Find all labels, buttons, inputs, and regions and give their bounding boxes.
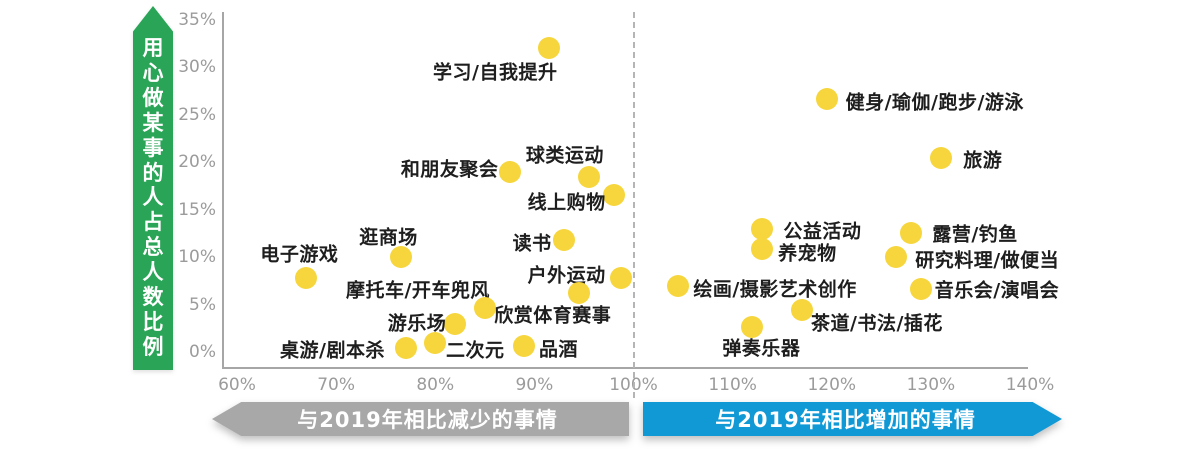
y-axis-title-char: 比 [142, 309, 164, 334]
y-axis-title-char: 例 [142, 334, 164, 359]
data-point-dot [538, 37, 561, 60]
data-point-label: 研究料理/做便当 [915, 249, 1060, 272]
data-point-dot [473, 297, 496, 320]
data-point-label: 旅游 [963, 149, 1003, 172]
data-point-label: 学习/自我提升 [433, 61, 558, 84]
data-point-dot [609, 267, 632, 289]
data-point-dot [424, 331, 447, 354]
data-point-label: 公益活动 [783, 220, 862, 243]
data-point-label: 欣赏体育赛事 [494, 304, 612, 327]
data-point-dot [567, 282, 590, 305]
y-axis-title-char: 占 [142, 210, 164, 235]
data-point-dot [885, 246, 908, 269]
data-point-label: 桌游/剧本杀 [280, 339, 385, 362]
y-axis-title-char: 人 [142, 260, 164, 285]
x-tick-label: 140% [1005, 375, 1055, 395]
y-axis-title-char: 人 [142, 185, 164, 210]
x-tick-label: 120% [807, 375, 857, 395]
data-point-label: 绘画/摄影艺术创作 [693, 278, 857, 301]
data-point-dot [444, 312, 467, 335]
data-point-label: 音乐会/演唱会 [934, 279, 1060, 302]
data-point-dot [900, 222, 923, 245]
x-tick-label: 90% [515, 375, 554, 395]
banner-decreased-label: 与2019年相比减少的事情 [297, 408, 558, 432]
data-point-label: 球类运动 [525, 144, 604, 166]
data-point-label: 品酒 [538, 338, 578, 361]
banner-increased-shape: 与2019年相比增加的事情 [643, 402, 1062, 436]
data-point-label: 健身/瑜伽/跑步/游泳 [845, 91, 1024, 114]
y-axis-title-char: 事 [142, 135, 164, 160]
banner-increased-label: 与2019年相比增加的事情 [715, 408, 976, 432]
data-point-label: 露营/钓鱼 [932, 223, 1018, 246]
y-axis-title: 用心做某事的人占总人数比例 [133, 6, 173, 370]
x-axis-line [222, 367, 1028, 369]
data-point-dot [602, 184, 625, 207]
y-tick-label: 35% [178, 10, 216, 30]
data-point-dot [389, 246, 412, 269]
data-point-dot [741, 316, 764, 339]
data-point-label: 逛商场 [359, 226, 418, 249]
data-point-dot [929, 146, 952, 169]
y-axis-line [222, 12, 224, 368]
data-point-label: 线上购物 [527, 191, 606, 214]
x-tick-label: 130% [906, 375, 956, 395]
data-point-dot [513, 335, 536, 358]
data-point-label: 摩托车/开车兜风 [345, 279, 490, 302]
data-point-label: 养宠物 [778, 242, 837, 265]
data-point-label: 弹奏乐器 [722, 337, 801, 360]
data-point-label: 和朋友聚会 [400, 158, 499, 181]
y-tick-label: 10% [178, 247, 216, 268]
data-point-dot [295, 267, 318, 289]
y-axis-title-char: 做 [142, 85, 164, 110]
banner-decreased-shape: 与2019年相比减少的事情 [212, 402, 629, 436]
y-axis-title-char: 用 [142, 36, 164, 60]
y-axis-title-char: 总 [142, 235, 164, 260]
data-point-label: 二次元 [445, 339, 505, 361]
banner-increased: 与2019年相比增加的事情 [643, 402, 1062, 436]
data-point-dot [498, 160, 521, 183]
data-point-dot [577, 165, 600, 188]
y-tick-label: 0% [189, 342, 216, 362]
y-tick-label: 25% [178, 104, 216, 125]
data-point-dot [667, 274, 690, 297]
data-point-dot [815, 87, 838, 110]
data-point-dot [791, 299, 813, 322]
data-point-label: 游乐场 [387, 312, 447, 335]
data-point-label: 电子游戏 [260, 243, 339, 266]
y-tick-label: 5% [189, 294, 216, 315]
x-tick-label: 80% [416, 375, 455, 395]
data-point-label: 茶道/书法/插花 [811, 312, 943, 335]
y-tick-label: 20% [178, 152, 216, 173]
banner-decreased: 与2019年相比减少的事情 [212, 402, 629, 436]
data-point-dot [553, 229, 576, 252]
x-tick-label: 70% [317, 375, 356, 395]
data-point-dot [751, 217, 774, 240]
y-axis-title-char: 心 [142, 60, 164, 85]
y-axis-title-char: 某 [142, 110, 164, 135]
data-point-label: 读书 [512, 232, 552, 255]
divider-dashed-line [632, 12, 635, 398]
x-tick-label: 60% [218, 375, 256, 395]
data-point-label: 户外运动 [527, 264, 606, 287]
data-point-dot [394, 337, 417, 360]
data-point-dot [909, 278, 932, 301]
y-tick-label: 15% [178, 199, 216, 220]
y-tick-label: 30% [178, 57, 216, 78]
y-axis-title-arrow: 用心做某事的人占总人数比例 [133, 6, 173, 370]
data-point-dot [751, 237, 774, 260]
y-axis-title-char: 的 [142, 160, 164, 185]
x-tick-label: 110% [708, 375, 757, 395]
y-axis-title-char: 数 [142, 285, 164, 310]
